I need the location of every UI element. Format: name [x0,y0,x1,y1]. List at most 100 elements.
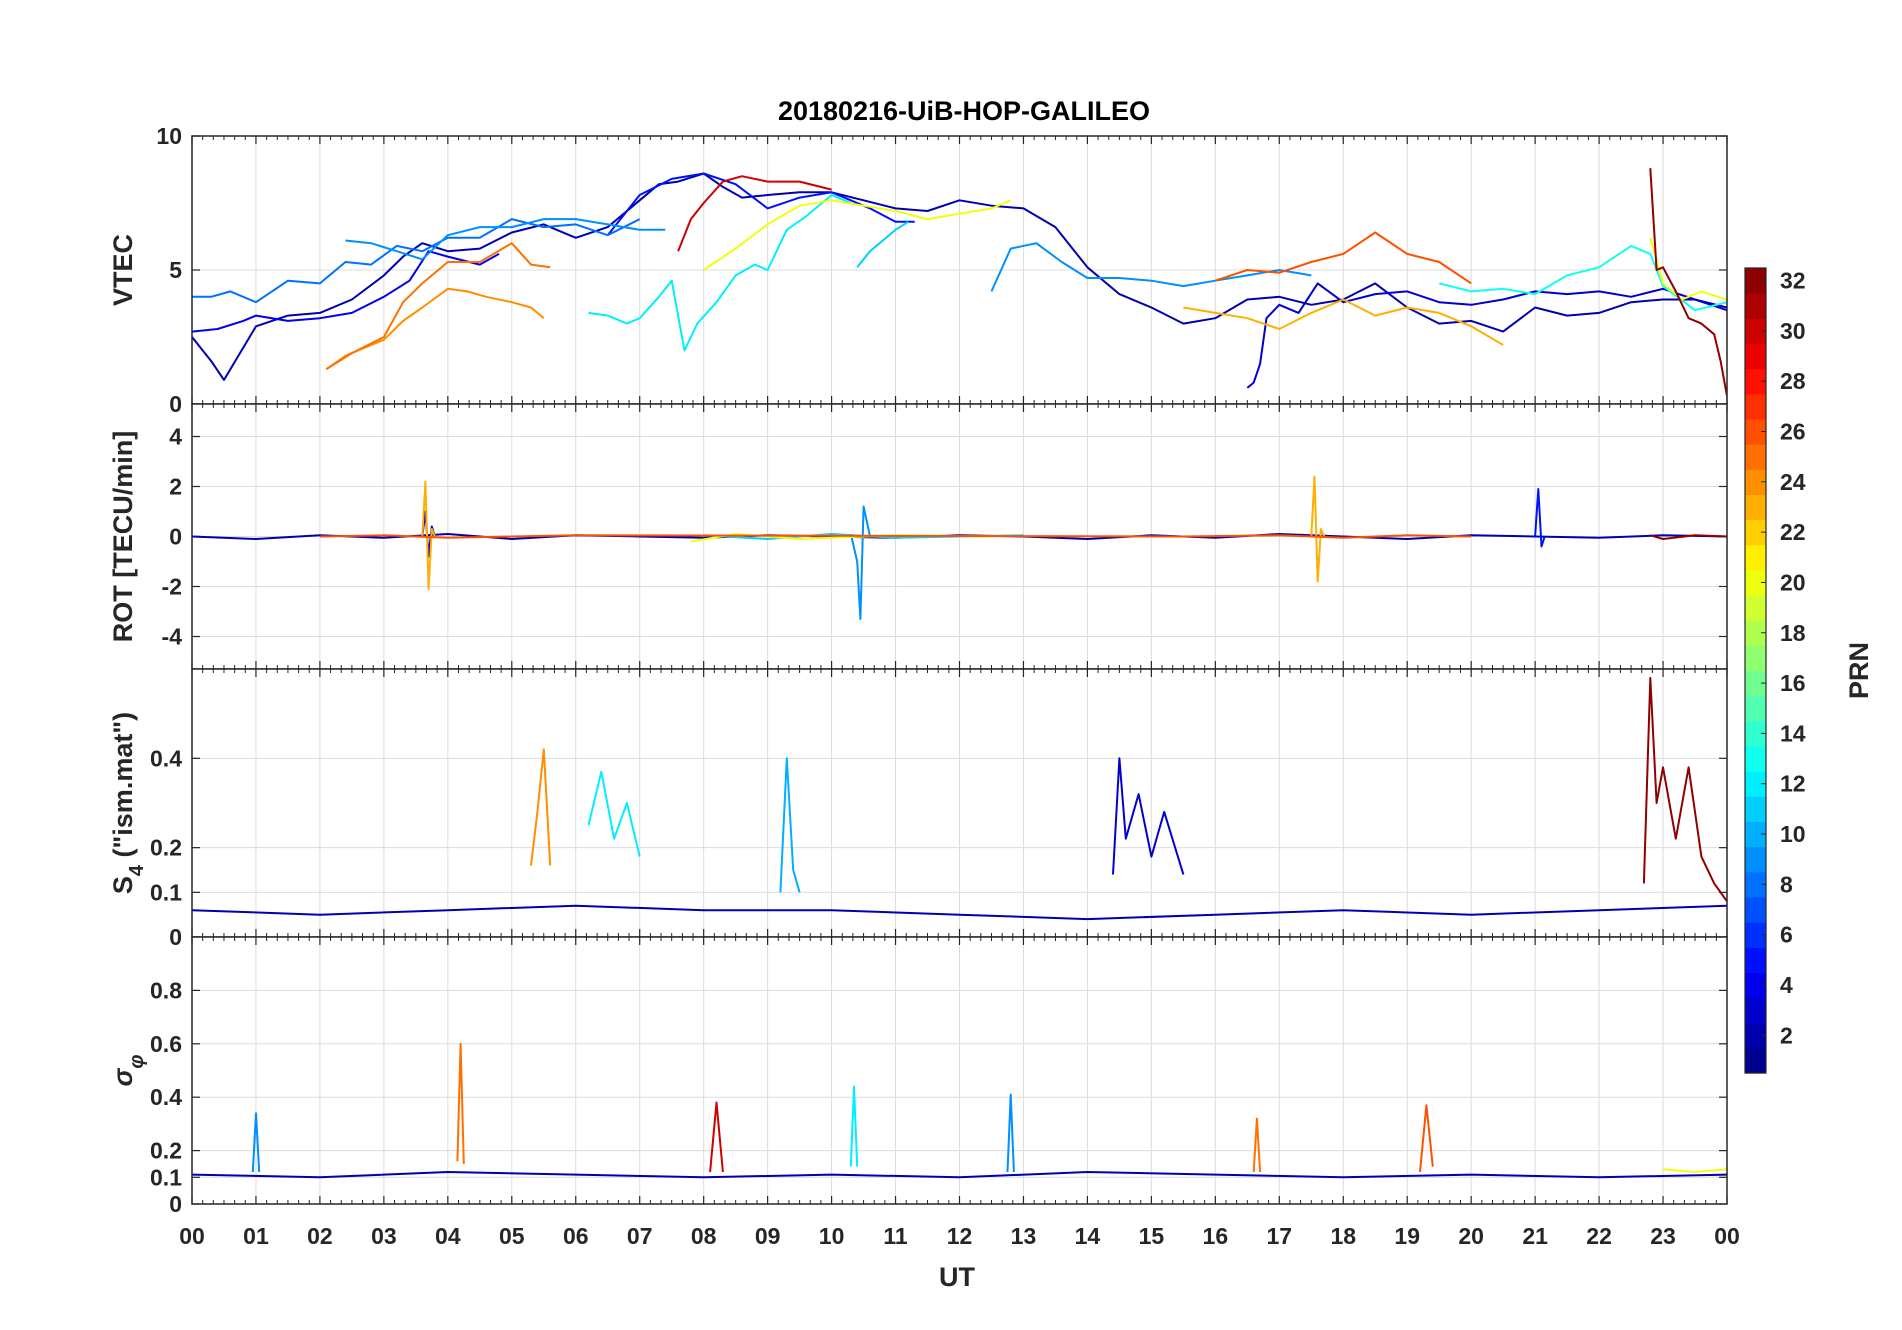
colorbar-segment [1745,620,1766,646]
series-line-prn-9 [990,242,1312,292]
x-tick-label: 04 [435,1223,461,1249]
colorbar-segment [1745,796,1766,823]
y-axis-label-rot: ROT [TECU/min] [108,431,138,642]
colorbar-tick-label: 22 [1780,519,1806,545]
x-tick-label: 03 [371,1223,397,1249]
x-tick-label: 20 [1458,1223,1484,1249]
series-line-prn-9 [849,505,871,620]
colorbar-segment [1745,720,1766,747]
colorbar-tick-label: 4 [1780,972,1793,998]
colorbar-segment [1745,695,1766,722]
series-line-prn-26 [1214,231,1472,285]
series-line-prn-9 [251,1112,261,1173]
y-tick-label: 0.1 [150,1164,182,1190]
y-tick-label: 0.4 [150,1084,182,1110]
series-line-prn-9 [1006,1093,1015,1173]
x-tick-label: 19 [1394,1223,1420,1249]
y-tick-label: 0 [169,1191,182,1217]
series-line-prn-2 [192,1171,1727,1179]
colorbar-segment [1745,595,1766,621]
series-line-prn-26 [1419,1104,1434,1173]
colorbar-segment [1745,771,1766,797]
colorbar-segment [1745,846,1766,873]
colorbar-segment [1745,947,1766,973]
y-tick-label: 0 [169,524,182,550]
colorbar-segment [1745,922,1766,948]
colorbar-tick-label: 26 [1780,419,1806,445]
series-line-prn-24 [530,748,552,866]
series-line-prn-12 [587,770,641,857]
x-tick-label: 17 [1266,1223,1292,1249]
series-line-prn-30 [677,175,832,252]
colorbar-segment [1745,997,1766,1024]
x-tick-label: 14 [1075,1223,1101,1249]
colorbar-frame [1744,267,1767,1074]
colorbar-tick-label: 32 [1780,268,1806,294]
y-tick-label: 10 [156,123,182,149]
y-axis-label-vtec: VTEC [108,234,138,306]
x-tick-label: 05 [499,1223,525,1249]
series-line-prn-26 [319,534,1472,539]
x-tick-label: 08 [691,1223,717,1249]
colorbar-tick-label: 28 [1780,368,1806,394]
colorbar-segment [1745,293,1766,319]
series-line-prn-23 [1183,298,1504,346]
x-tick-label: 21 [1522,1223,1548,1249]
colorbar-segment [1745,972,1766,999]
colorbar-tick-label: 6 [1780,922,1793,948]
y-tick-label: 0.8 [150,977,182,1003]
y-label-main: S [108,876,138,894]
colorbar-label: PRN [1844,642,1874,699]
y-tick-label: 4 [169,424,182,450]
series-line-prn-4 [192,250,500,333]
colorbar-segment [1745,268,1766,294]
colorbar-segment [1745,670,1766,697]
x-tick-label: 18 [1330,1223,1356,1249]
colorbar-segment [1745,494,1766,521]
colorbar-segment [1745,745,1766,772]
series-line-prn-13 [1438,244,1727,312]
colorbar-segment [1745,469,1766,496]
x-tick-label: 01 [243,1223,269,1249]
y-tick-label: 0.1 [150,879,182,905]
series-line-prn-3 [1112,757,1185,875]
series-line-prn-20 [1662,1168,1727,1173]
y-tick-label: 0 [169,391,182,417]
colorbar-tick-label: 24 [1780,469,1806,495]
series-line-prn-10 [779,757,801,893]
series-line-prn-8 [192,218,641,304]
series-line-prn-11 [856,220,909,268]
panel-sigphi: 00.10.2 0.4 0.6 0.8 σφ [108,936,1728,1217]
colorbar-segment [1745,343,1766,370]
panel-s4: 00.10.20.4S4 ("ism.mat") [108,668,1728,950]
series-line-prn-25 [325,242,551,371]
colorbar-tick-label: 20 [1780,569,1806,595]
colorbar-tick-label: 14 [1780,720,1806,746]
colorbar-segment [1745,569,1766,596]
y-tick-label: -2 [162,574,182,600]
colorbar-segment [1745,544,1766,571]
series-line-prn-23 [1310,475,1326,583]
colorbar-tick-label: 8 [1780,871,1793,897]
colorbar-segment [1745,896,1766,923]
colorbar-tick-label: 10 [1780,821,1806,847]
colorbar-segment [1745,368,1766,395]
series-line-prn-2 [192,904,1727,921]
colorbar-segment [1745,444,1766,470]
y-tick-label: 5 [169,257,182,283]
x-tick-label: 12 [947,1223,973,1249]
x-tick-label: 11 [883,1223,908,1249]
series-line-prn-20 [703,199,1012,271]
y-label-sigma: σ [108,1068,138,1087]
x-tick-label: 15 [1139,1223,1165,1249]
series-line-prn-2 [192,172,1727,381]
colorbar-segment [1745,318,1766,345]
x-tick-label: 02 [307,1223,333,1249]
series-line-prn-12 [849,1085,859,1167]
colorbar-segment [1745,418,1766,445]
series-line-prn-5 [1534,488,1546,548]
colorbar-segment [1745,519,1766,546]
colorbar-tick-label: 30 [1780,318,1806,344]
y-tick-label: 2 [169,474,182,500]
